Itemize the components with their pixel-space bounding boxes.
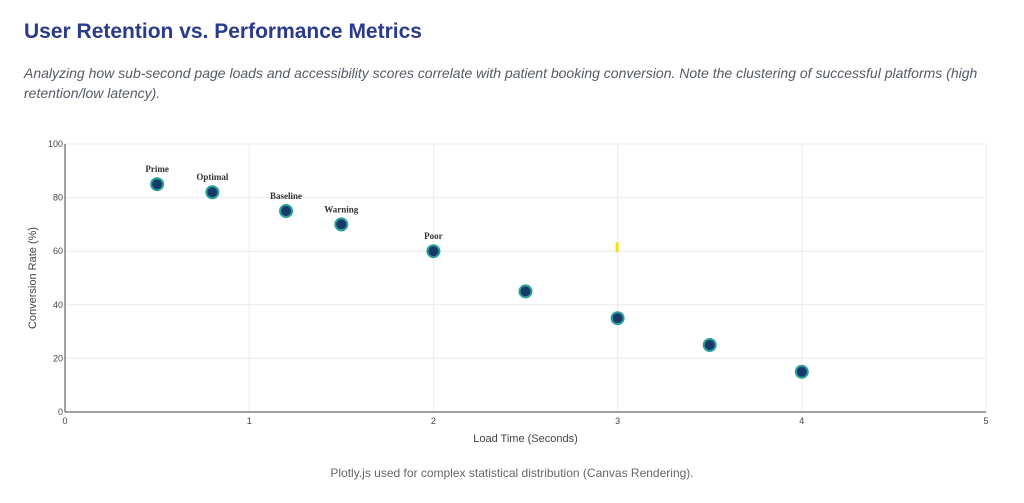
data-points[interactable] xyxy=(150,177,809,379)
y-tick-label: 100 xyxy=(48,139,63,149)
y-tick-label: 60 xyxy=(53,246,63,256)
x-tick-label: 2 xyxy=(431,416,436,426)
x-tick-labels: 0 1 2 3 4 5 xyxy=(62,416,988,426)
data-point[interactable] xyxy=(518,284,533,299)
page-title: User Retention vs. Performance Metrics xyxy=(24,20,422,43)
point-label: Optimal xyxy=(196,172,229,182)
x-tick-label: 3 xyxy=(615,416,620,426)
highlight-marker xyxy=(615,242,619,253)
y-axis-title: Conversion Rate (%) xyxy=(27,227,39,329)
x-tick-label: 4 xyxy=(799,416,804,426)
point-labels: Prime Optimal Baseline Warning Poor xyxy=(145,164,442,241)
page-subtitle: Analyzing how sub-second page loads and … xyxy=(24,65,978,101)
data-point[interactable] xyxy=(794,364,809,379)
point-label: Baseline xyxy=(270,191,302,201)
x-tick-label: 0 xyxy=(62,416,67,426)
x-axis-title: Load Time (Seconds) xyxy=(473,433,578,445)
y-tick-label: 40 xyxy=(53,300,63,310)
point-label: Prime xyxy=(145,164,168,174)
data-point[interactable] xyxy=(150,177,165,192)
data-point[interactable] xyxy=(610,311,625,326)
footer-note: Plotly.js used for complex statistical d… xyxy=(330,466,694,480)
x-tick-label: 1 xyxy=(247,416,252,426)
x-tick-label: 5 xyxy=(983,416,988,426)
y-tick-label: 80 xyxy=(53,193,63,203)
data-point[interactable] xyxy=(426,244,441,259)
grid-layer xyxy=(65,143,987,412)
data-point[interactable] xyxy=(334,217,349,232)
data-point[interactable] xyxy=(205,185,220,200)
axis-layer xyxy=(64,144,986,413)
y-tick-label: 0 xyxy=(58,407,63,417)
point-label: Warning xyxy=(324,204,359,214)
y-tick-labels: 0 20 40 60 80 100 xyxy=(48,139,63,417)
data-point[interactable] xyxy=(279,204,294,218)
point-label: Poor xyxy=(424,231,443,241)
data-point[interactable] xyxy=(702,338,717,352)
y-tick-label: 20 xyxy=(53,353,63,363)
